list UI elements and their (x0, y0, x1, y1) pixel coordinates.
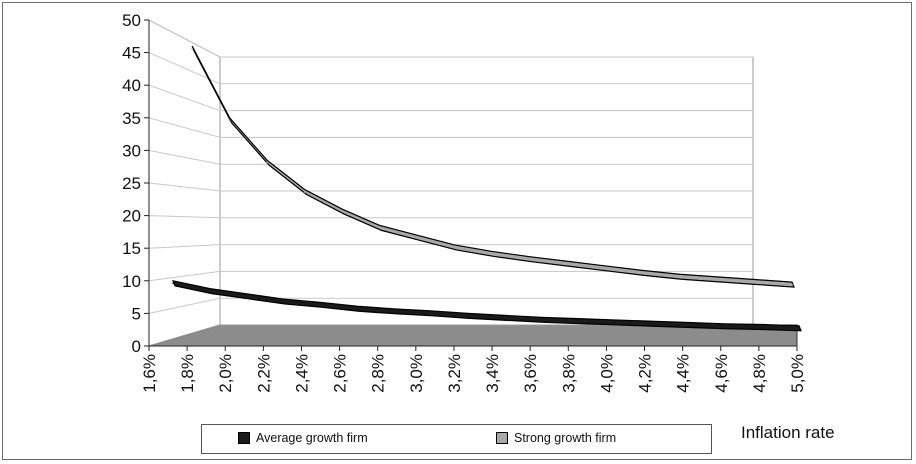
data-point (528, 258, 531, 260)
x-tick-label: 3,2% (445, 354, 464, 393)
x-tick-label: 4,8% (750, 354, 769, 393)
data-point (429, 312, 432, 315)
data-point (491, 253, 493, 255)
x-tick-label: 1,8% (178, 354, 197, 393)
data-point (503, 317, 506, 319)
data-point (466, 315, 469, 317)
gridline (148, 52, 753, 85)
legend-swatch-strong (496, 432, 508, 444)
side-wall (148, 19, 221, 347)
x-axis-label: Inflation rate (741, 423, 835, 442)
legend-item-strong: Strong growth firm (496, 431, 616, 445)
data-point (614, 321, 616, 324)
data-point (798, 327, 800, 330)
data-point (687, 324, 690, 326)
gridline (148, 117, 753, 138)
data-point (753, 281, 756, 283)
data-point (282, 300, 285, 303)
gridlines (148, 19, 753, 314)
data-point (356, 307, 358, 310)
data-point (303, 191, 306, 193)
y-tick-label: 40 (122, 76, 141, 95)
data-point (791, 283, 793, 286)
gridline (148, 84, 753, 112)
x-tick-label: 1,6% (140, 354, 159, 393)
x-tick-label: 2,4% (292, 354, 311, 393)
y-tick-label: 35 (122, 109, 141, 128)
data-point (716, 278, 718, 281)
data-point (228, 119, 231, 122)
gridline (148, 19, 753, 58)
data-point (761, 326, 763, 328)
series-layer (172, 45, 802, 332)
y-axis-ticks: 0 5 10 15 20 25 30 35 40 45 50 (122, 11, 149, 356)
x-tick-label: 2,0% (216, 354, 235, 393)
data-point (453, 246, 456, 249)
x-tick-label: 5,0% (788, 354, 807, 393)
data-point (641, 272, 643, 274)
data-point (540, 319, 543, 321)
data-point (319, 304, 322, 306)
x-tick-label: 4,4% (674, 354, 693, 393)
data-point (191, 47, 193, 50)
x-tick-label: 3,0% (407, 354, 426, 393)
gridline (148, 149, 753, 165)
x-tick-label: 2,6% (331, 354, 350, 393)
x-tick-label: 3,8% (559, 354, 578, 393)
x-axis-ticks: 1,6% 1,8% 2,0% 2,2% 2,4% 2,6% 2,8% 3,0% 3,2% 3,4%… (140, 346, 807, 393)
x-tick-label: 3,6% (521, 354, 540, 393)
y-tick-label: 0 (132, 337, 141, 356)
legend: Average growth firm Strong growth firm (201, 424, 712, 454)
y-tick-label: 30 (122, 141, 141, 160)
data-point (650, 322, 653, 325)
x-tick-label: 4,2% (636, 354, 655, 393)
y-tick-label: 25 (122, 174, 141, 193)
data-point (724, 325, 727, 328)
gridline (148, 215, 753, 219)
y-tick-label: 15 (122, 239, 141, 258)
data-point (603, 267, 606, 270)
data-point (416, 236, 418, 239)
x-tick-label: 3,4% (483, 354, 502, 393)
legend-swatch-average (238, 432, 250, 444)
gridline (148, 270, 753, 282)
y-tick-label: 50 (122, 11, 141, 30)
series-band-strong (191, 45, 795, 288)
x-tick-label: 4,0% (597, 354, 616, 393)
series-band-average (172, 279, 802, 332)
data-point (378, 227, 381, 229)
legend-label-strong: Strong growth firm (514, 431, 617, 445)
gridline (148, 182, 753, 192)
data-point (678, 275, 681, 278)
data-point (245, 295, 248, 298)
y-tick-label: 45 (122, 44, 141, 63)
y-tick-label: 20 (122, 207, 141, 226)
data-point (566, 262, 568, 265)
x-tick-label: 2,2% (254, 354, 273, 393)
data-point (209, 290, 211, 292)
data-point (266, 161, 268, 164)
data-point (577, 320, 579, 322)
x-tick-label: 4,6% (712, 354, 731, 393)
x-tick-label: 2,8% (369, 354, 388, 393)
data-point (341, 210, 343, 213)
gridline (148, 244, 753, 249)
y-tick-label: 5 (132, 304, 141, 323)
data-point (172, 282, 174, 285)
gridline (148, 297, 753, 314)
data-point (393, 310, 395, 313)
y-tick-label: 10 (122, 272, 141, 291)
legend-item-average: Average growth firm (238, 431, 368, 445)
legend-label-average: Average growth firm (256, 431, 368, 445)
